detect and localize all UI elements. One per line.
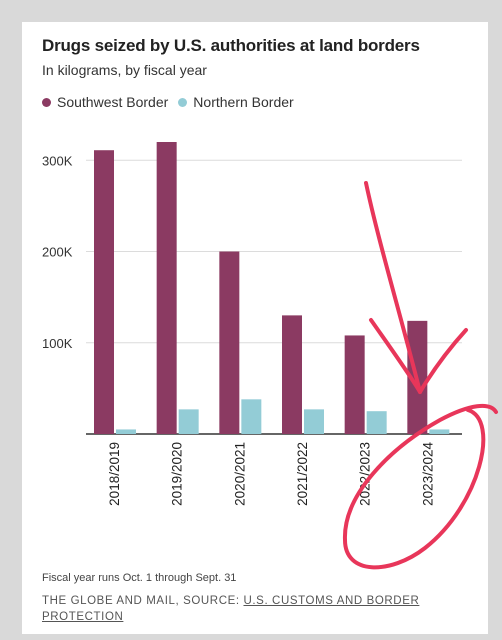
- x-tick-label: 2022/2023: [358, 442, 373, 506]
- bar-northern: [429, 429, 450, 434]
- legend-swatch-southwest: [42, 97, 51, 107]
- y-tick-label: 300K: [42, 153, 73, 168]
- bar-southwest: [94, 150, 114, 434]
- x-tick-label: 2020/2021: [232, 442, 247, 506]
- source-credit: THE GLOBE AND MAIL, SOURCE: U.S. CUSTOMS…: [42, 593, 462, 625]
- chart-subtitle: In kilograms, by fiscal year: [42, 62, 207, 78]
- legend-swatch-northern: [178, 97, 188, 107]
- legend-label-southwest: Southwest Border: [57, 94, 169, 110]
- legend-item-southwest: Southwest Border: [42, 94, 168, 110]
- bar-northern: [116, 429, 136, 434]
- chart-card: Drugs seized by U.S. authorities at land…: [22, 22, 488, 634]
- source-link[interactable]: U.S. CUSTOMS AND BORDER PROTECTION: [42, 595, 420, 623]
- legend-label-northern: Northern Border: [193, 94, 294, 110]
- x-tick-label: 2023/2024: [420, 442, 435, 506]
- source-prefix: THE GLOBE AND MAIL, SOURCE:: [42, 595, 244, 607]
- bar-northern: [178, 409, 199, 434]
- bar-northern: [241, 399, 262, 434]
- bar-southwest: [282, 315, 302, 434]
- bar-southwest: [156, 142, 177, 434]
- x-tick-label: 2021/2022: [295, 442, 310, 506]
- y-tick-label: 200K: [42, 245, 73, 260]
- chart-legend: Southwest Border Northern Border: [42, 94, 304, 110]
- bar-northern: [366, 411, 387, 434]
- footnote: Fiscal year runs Oct. 1 through Sept. 31: [42, 572, 237, 584]
- bar-northern: [304, 409, 324, 434]
- legend-item-northern: Northern Border: [178, 94, 294, 110]
- chart-title: Drugs seized by U.S. authorities at land…: [42, 36, 420, 55]
- x-tick-label: 2018/2019: [107, 442, 122, 506]
- x-tick-label: 2019/2020: [170, 442, 185, 506]
- bar-southwest: [407, 320, 428, 434]
- y-tick-label: 100K: [42, 336, 73, 351]
- bar-southwest: [344, 335, 365, 434]
- bar-chart: 100K 200K 300K 2018/2019 2019/2020 2020/2021 2…: [42, 142, 462, 506]
- bar-southwest: [219, 251, 240, 434]
